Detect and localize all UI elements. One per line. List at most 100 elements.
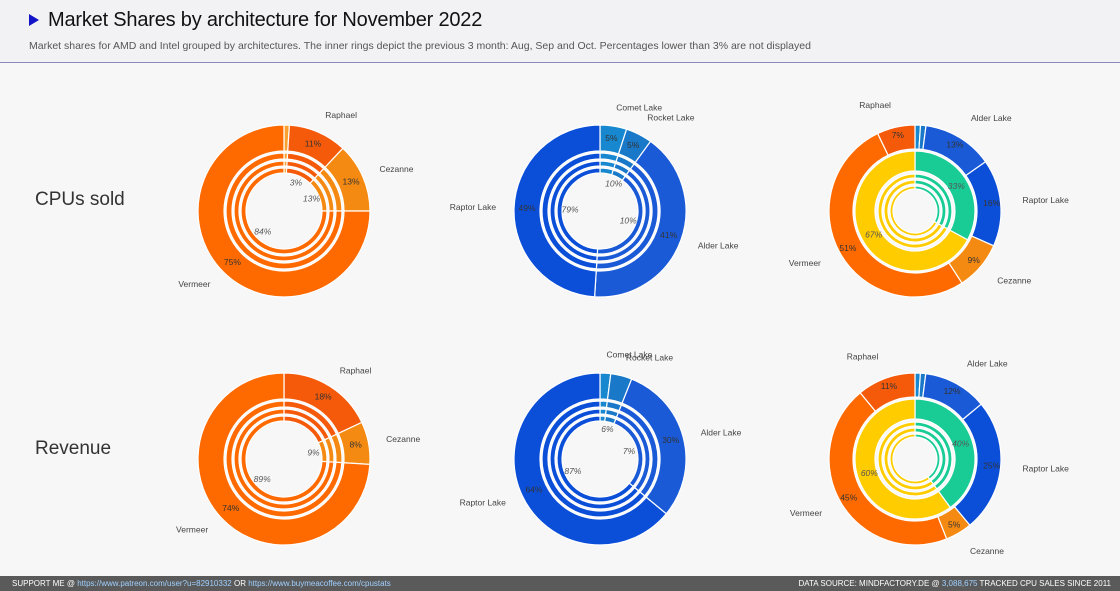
donut-6-brand-value-amd: 60% <box>861 468 878 478</box>
donut-1-ring3-vermeer <box>240 167 328 255</box>
footer-source: DATA SOURCE: MINDFACTORY.DE @ 3,088,675 … <box>798 576 1111 591</box>
donut-5-inner-value-rocket-lake: 6% <box>601 424 614 434</box>
row-label-cpus-sold: CPUs sold <box>35 189 125 210</box>
row-label-revenue: Revenue <box>35 438 112 459</box>
donut-2-label-rocket-lake: Rocket Lake <box>647 113 695 123</box>
donut-5-ring2-raptor-lake <box>549 408 640 510</box>
donut-2-ring1-comet-lake <box>599 152 619 163</box>
donut-3-brand-value-intel: 33% <box>948 181 965 191</box>
donut-2-outer-alder-lake <box>593 140 687 298</box>
donut-2-ring2-comet-lake <box>599 160 617 169</box>
donut-1-inner-value-raphael: 3% <box>290 178 303 188</box>
donut-5-inner-value-raptor-lake: 87% <box>564 466 581 476</box>
donut-4-value-vermeer: 74% <box>222 503 239 513</box>
donut-4-value-raphael: 18% <box>315 392 332 402</box>
donut-2-label-alder-lake: Alder Lake <box>698 240 739 250</box>
donut-1-inner-value-cezanne: 13% <box>303 193 320 203</box>
donut-5-ring1-raptor-lake <box>541 400 646 518</box>
donut-1-ring2-vermeer <box>233 160 335 262</box>
donut-4-label-raphael: Raphael <box>340 365 372 375</box>
donut-6-label-raphael: Raphael <box>847 352 879 362</box>
donut-6-brand-value-intel: 40% <box>952 438 969 448</box>
donut-4-label-vermeer: Vermeer <box>176 524 208 534</box>
donut-4-inner-value-cezanne: 9% <box>307 448 320 458</box>
or-text: OR <box>233 579 246 588</box>
donut-6-value-raphael: 11% <box>881 381 898 391</box>
donut-5-label-rocket-lake: Rocket Lake <box>626 353 674 363</box>
donut-3-brand-ring1-amd <box>877 173 949 249</box>
donut-6-brand-ring3-amd <box>889 433 931 485</box>
donut-4-ring3-raphael <box>283 415 324 444</box>
donut-5-inner-value-alder-lake: 7% <box>623 446 636 456</box>
donut-2-value-comet-lake: 5% <box>605 133 618 143</box>
donut-3-label-cezanne: Cezanne <box>997 275 1031 285</box>
donut-2-ring2-raptor-lake <box>549 160 601 262</box>
donut-6-label-raptor-lake: Raptor Lake <box>1023 463 1070 473</box>
donut-6-brand-amd <box>854 398 952 520</box>
donut-2-inner-value-raptor-lake: 79% <box>562 204 579 214</box>
donut-1-value-cezanne: 13% <box>342 176 359 186</box>
donut-2-value-raptor-lake: 49% <box>519 203 536 213</box>
header: Market Shares by architecture for Novemb… <box>0 0 1120 63</box>
donut-4-value-cezanne: 8% <box>350 440 363 450</box>
donut-6-value-raptor-lake: 25% <box>983 460 1000 470</box>
donut-6-outer-raphael <box>859 372 916 413</box>
donut-3-brand-ring2-amd <box>883 179 943 243</box>
donut-1-label-cezanne: Cezanne <box>379 164 413 174</box>
donut-5-value-alder-lake: 30% <box>662 435 679 445</box>
donut-5-label-alder-lake: Alder Lake <box>701 427 742 437</box>
donut-3-brand-amd <box>854 150 969 272</box>
donut-5-value-raptor-lake: 64% <box>525 484 542 494</box>
donut-1-inner-value-vermeer: 84% <box>254 226 271 236</box>
donut-6-value-alder-lake: 12% <box>944 386 961 396</box>
charts-canvas: 11%13%75%RaphaelCezanneVermeer3%13%84%5%… <box>176 100 1070 556</box>
donut-3-brand-ring3-amd <box>889 185 938 237</box>
donut-1-value-raphael: 11% <box>305 138 322 148</box>
donut-6-label-cezanne: Cezanne <box>970 546 1004 556</box>
donut-5-label-comet-lake: Comet Lake <box>607 349 653 359</box>
donut-5-outer-raptor-lake <box>513 372 668 546</box>
support-text: SUPPORT ME @ <box>12 579 75 588</box>
donut-4-ring3-vermeer <box>240 415 328 503</box>
donut-1-value-vermeer: 75% <box>224 257 241 267</box>
donut-2-value-alder-lake: 41% <box>660 230 677 240</box>
page-subtitle: Market shares for AMD and Intel grouped … <box>29 40 811 52</box>
donut-6-brand-ring1-amd <box>877 421 938 497</box>
donut-2-label-raptor-lake: Raptor Lake <box>450 202 497 212</box>
donut-3-label-alder-lake: Alder Lake <box>971 113 1012 123</box>
patreon-link[interactable]: https://www.patreon.com/user?u=82910332 <box>77 579 232 588</box>
title-arrow-icon <box>29 14 39 26</box>
donut-1-label-vermeer: Vermeer <box>178 279 210 289</box>
donut-3-value-alder-lake: 13% <box>946 139 963 149</box>
donut-5-label-raptor-lake: Raptor Lake <box>460 498 507 508</box>
donut-3-label-raphael: Raphael <box>859 100 891 110</box>
donut-2-value-rocket-lake: 5% <box>627 140 640 150</box>
buymeacoffee-link[interactable]: https://www.buymeacoffee.com/cpustats <box>248 579 391 588</box>
footer-support: SUPPORT ME @ https://www.patreon.com/use… <box>12 576 391 591</box>
donut-2-inner-value-rocket-lake: 10% <box>605 179 622 189</box>
donut-2-ring1-raptor-lake <box>541 152 601 270</box>
donut-1-ring1-vermeer <box>225 152 343 270</box>
donut-2-ring3-raptor-lake <box>556 167 601 255</box>
donut-3-label-raptor-lake: Raptor Lake <box>1023 195 1070 205</box>
donut-2-ring3-comet-lake <box>599 167 615 176</box>
footer: SUPPORT ME @ https://www.patreon.com/use… <box>0 576 1120 591</box>
donut-3-label-vermeer: Vermeer <box>789 258 821 268</box>
donut-3-value-cezanne: 9% <box>967 255 980 265</box>
tracked-count: 3,088,675 <box>941 579 978 588</box>
donut-3-value-raptor-lake: 16% <box>983 198 1000 208</box>
donut-4-ring3-cezanne <box>317 439 328 463</box>
donut-4-label-cezanne: Cezanne <box>386 434 420 444</box>
donut-4-ring2-vermeer <box>233 408 335 510</box>
donut-6-outer-vermeer <box>828 391 948 546</box>
donut-1-outer-vermeer <box>197 124 371 298</box>
donut-1-label-raphael: Raphael <box>325 110 357 120</box>
donut-3-outer-vermeer <box>828 132 963 298</box>
donut-5-ring3-raptor-lake <box>556 415 634 503</box>
donut-3-value-raphael: 7% <box>892 130 905 140</box>
donut-2-inner-value-alder-lake: 10% <box>620 215 637 225</box>
donut-3-outer-raphael <box>876 124 916 156</box>
donut-2-label-comet-lake: Comet Lake <box>616 103 662 113</box>
donut-2-outer-raptor-lake <box>513 124 601 298</box>
donut-6-label-vermeer: Vermeer <box>790 508 822 518</box>
